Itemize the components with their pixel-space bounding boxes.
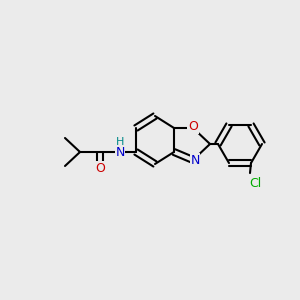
Text: Cl: Cl bbox=[249, 177, 261, 190]
Text: N: N bbox=[115, 146, 125, 158]
Text: N: N bbox=[190, 154, 200, 166]
Text: O: O bbox=[95, 161, 105, 175]
Text: O: O bbox=[188, 121, 198, 134]
Text: H: H bbox=[116, 137, 124, 147]
